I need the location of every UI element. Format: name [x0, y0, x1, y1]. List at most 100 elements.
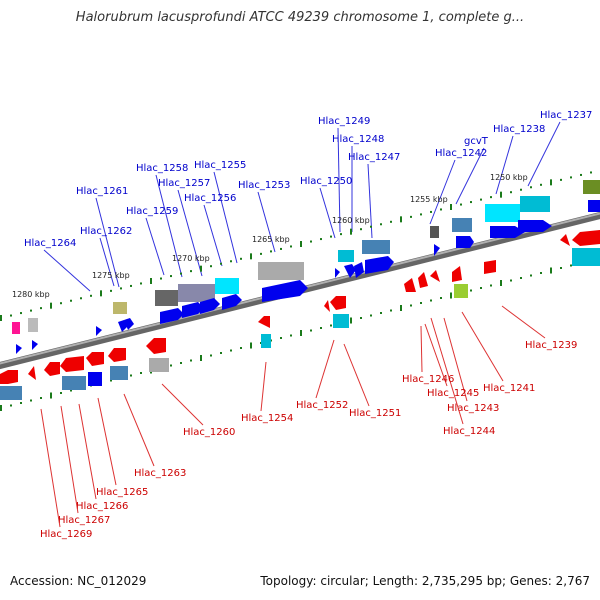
scale-tick	[240, 347, 242, 349]
gene-arrow[interactable]	[96, 326, 102, 336]
gene-arrow[interactable]	[335, 268, 340, 278]
gene-label-reverse[interactable]: Hlac_1239	[525, 340, 577, 351]
gene-block[interactable]	[110, 366, 128, 380]
gene-label-forward[interactable]: Hlac_1256	[184, 193, 236, 204]
gene-arrow[interactable]	[330, 296, 346, 310]
gene-block[interactable]	[454, 284, 468, 298]
gene-block[interactable]	[88, 372, 102, 386]
gene-label-reverse[interactable]: Hlac_1269	[40, 529, 92, 540]
scale-tick	[360, 228, 362, 231]
gene-arrow[interactable]	[452, 266, 462, 282]
scale-tick	[380, 223, 382, 226]
gene-label-forward[interactable]: Hlac_1255	[194, 160, 246, 171]
gene-arrow[interactable]	[44, 362, 60, 376]
gene-block[interactable]	[452, 218, 472, 232]
gene-label-forward[interactable]: Hlac_1250	[300, 176, 352, 187]
gene-arrow[interactable]	[324, 300, 330, 312]
gene-label-reverse[interactable]: Hlac_1243	[447, 403, 499, 414]
gene-arrow[interactable]	[430, 270, 440, 282]
gene-label-forward[interactable]: Hlac_1264	[24, 238, 76, 249]
scale-tick	[110, 379, 112, 382]
scale-tick	[180, 362, 182, 364]
gene-label-forward[interactable]: Hlac_1237	[540, 110, 592, 121]
gene-label-reverse[interactable]: Hlac_1267	[58, 515, 110, 526]
gene-label-reverse[interactable]: Hlac_1245	[427, 388, 479, 399]
gene-block[interactable]	[149, 358, 169, 372]
gene-arrow[interactable]	[182, 302, 204, 318]
gene-block[interactable]	[258, 262, 304, 280]
gene-label-reverse[interactable]: Hlac_1263	[134, 468, 186, 479]
gene-label-forward[interactable]: Hlac_1262	[80, 226, 132, 237]
gene-arrow[interactable]	[222, 294, 242, 310]
gene-label-reverse[interactable]: Hlac_1241	[483, 383, 535, 394]
gene-label-forward[interactable]: Hlac_1253	[238, 180, 290, 191]
gene-arrow[interactable]	[86, 352, 104, 366]
gene-block[interactable]	[583, 180, 600, 194]
gene-arrow[interactable]	[32, 340, 38, 350]
gene-block[interactable]	[215, 278, 239, 294]
scale-tick	[470, 201, 472, 204]
gene-arrow[interactable]	[354, 262, 364, 278]
gene-label-reverse[interactable]: Hlac_1251	[349, 408, 401, 419]
gene-arrow[interactable]	[588, 200, 600, 212]
gene-arrow[interactable]	[418, 272, 428, 288]
gene-label-forward[interactable]: gcvT	[464, 136, 489, 147]
gene-arrow[interactable]	[258, 316, 270, 328]
gene-block[interactable]	[430, 226, 439, 238]
gene-label-reverse[interactable]: Hlac_1244	[443, 426, 495, 437]
gene-block[interactable]	[113, 302, 127, 314]
gene-label-reverse[interactable]: Hlac_1260	[183, 427, 235, 438]
gene-block[interactable]	[0, 386, 22, 400]
scale-tick	[50, 302, 52, 309]
gene-arrow[interactable]	[404, 278, 416, 292]
gene-arrow[interactable]	[484, 260, 496, 274]
gene-label-reverse[interactable]: Hlac_1254	[241, 413, 293, 424]
gene-arrow[interactable]	[108, 348, 126, 362]
forward-label-leader	[203, 204, 223, 267]
gene-arrow[interactable]	[124, 318, 134, 330]
gene-label-reverse[interactable]: Hlac_1266	[76, 501, 128, 512]
gene-arrow[interactable]	[28, 366, 36, 380]
gene-label-forward[interactable]: Hlac_1258	[136, 163, 188, 174]
reverse-label-leader	[424, 323, 448, 387]
gene-label-forward[interactable]: Hlac_1242	[435, 148, 487, 159]
gene-label-reverse[interactable]: Hlac_1252	[296, 400, 348, 411]
gene-block[interactable]	[572, 248, 600, 266]
gene-label-reverse[interactable]: Hlac_1265	[96, 487, 148, 498]
gene-arrow[interactable]	[456, 236, 474, 248]
gene-block[interactable]	[485, 204, 520, 222]
gene-block[interactable]	[261, 334, 271, 348]
gene-label-forward[interactable]: Hlac_1261	[76, 186, 128, 197]
gene-arrow[interactable]	[518, 220, 552, 232]
gene-block[interactable]	[12, 322, 20, 334]
gene-arrow[interactable]	[200, 298, 220, 314]
gene-arrow[interactable]	[0, 370, 18, 384]
gene-block[interactable]	[333, 314, 349, 328]
gene-block[interactable]	[338, 250, 354, 262]
gene-arrow[interactable]	[146, 338, 166, 354]
gene-arrow[interactable]	[60, 356, 84, 372]
gene-block[interactable]	[362, 240, 390, 254]
scale-tick	[300, 241, 302, 247]
gene-arrow[interactable]	[365, 256, 394, 274]
gene-block[interactable]	[28, 318, 38, 332]
gene-block[interactable]	[155, 290, 178, 306]
gene-label-forward[interactable]: Hlac_1238	[493, 124, 545, 135]
gene-block[interactable]	[520, 196, 550, 212]
gene-arrow[interactable]	[490, 226, 525, 238]
gene-arrow[interactable]	[262, 280, 308, 302]
gene-block[interactable]	[62, 376, 86, 390]
gene-label-forward[interactable]: Hlac_1249	[318, 116, 370, 127]
gene-arrow[interactable]	[572, 230, 600, 246]
gene-label-forward[interactable]: Hlac_1248	[332, 134, 384, 145]
gene-label-forward[interactable]: Hlac_1259	[126, 206, 178, 217]
gene-arrow[interactable]	[344, 264, 356, 278]
gene-arrow[interactable]	[434, 244, 440, 256]
gene-arrow[interactable]	[16, 344, 22, 354]
gene-label-forward[interactable]: Hlac_1257	[158, 178, 210, 189]
gene-block[interactable]	[178, 284, 215, 302]
gene-label-forward[interactable]: Hlac_1247	[348, 152, 400, 163]
gene-arrow[interactable]	[560, 234, 570, 246]
gene-arrow[interactable]	[160, 308, 184, 324]
gene-label-reverse[interactable]: Hlac_1246	[402, 374, 454, 385]
